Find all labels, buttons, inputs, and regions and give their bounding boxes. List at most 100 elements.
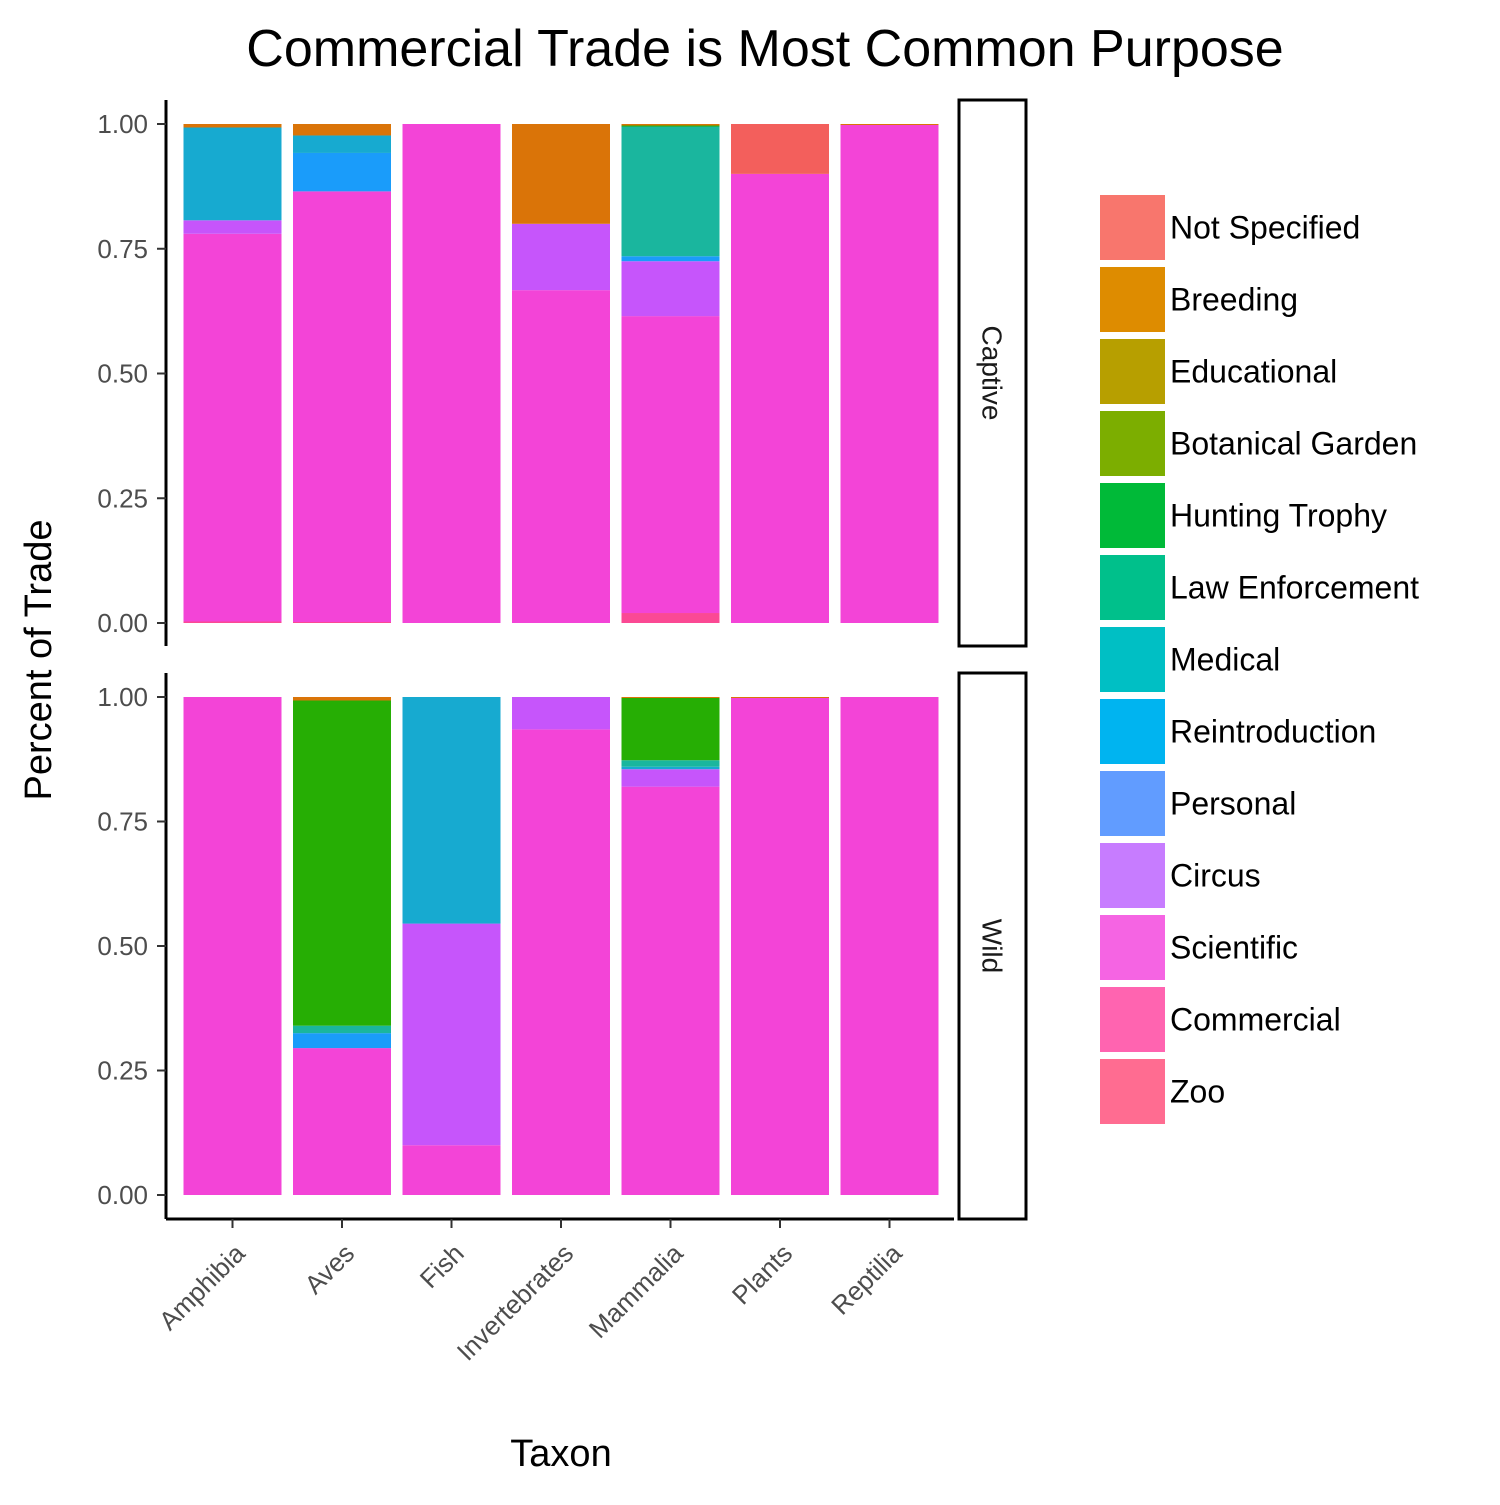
- bar-segment-medical: [621, 760, 720, 767]
- legend-item-law-enforcement: Law Enforcement: [1100, 555, 1419, 620]
- bar-segment-personal: [293, 152, 391, 192]
- bar-segment-commercial: [402, 124, 501, 623]
- facet-panel-captive: 0.00 0.25 0.50 0.75 1.00 Captive: [97, 98, 1028, 648]
- x-axis-title: Taxon: [510, 1433, 611, 1475]
- bar-invertebrates: [512, 124, 610, 623]
- bar-segment-medical: [621, 126, 720, 257]
- y-tick-label: 0.00: [97, 608, 148, 638]
- legend-item-hunting-trophy: Hunting Trophy: [1100, 483, 1387, 548]
- bar-reptilia: [840, 124, 939, 624]
- bar-fish: [402, 697, 501, 1195]
- bar-segment-commercial: [183, 697, 282, 1195]
- legend-item-zoo: Zoo: [1100, 1059, 1225, 1124]
- bar-segment-scientific: [183, 220, 282, 234]
- bar-segment-medical: [293, 1025, 391, 1034]
- bar-segment-breeding: [512, 124, 610, 224]
- bar-segment-commercial: [840, 124, 939, 624]
- bar-segment-commercial: [621, 786, 720, 1195]
- bar-aves: [293, 697, 391, 1195]
- bar-fish: [402, 124, 501, 623]
- legend: Not Specified Breeding Educational Botanica…: [1100, 195, 1419, 1124]
- legend-item-personal: Personal: [1100, 771, 1296, 836]
- legend-key: [1100, 987, 1165, 1052]
- bar-segment-commercial: [293, 191, 391, 623]
- legend-label: Botanical Garden: [1170, 426, 1417, 462]
- legend-item-reintroduction: Reintroduction: [1100, 699, 1376, 764]
- legend-key: [1100, 195, 1165, 260]
- legend-label: Educational: [1170, 354, 1337, 390]
- legend-item-botanical-garden: Botanical Garden: [1100, 411, 1417, 476]
- bar-segment-reintroduction: [621, 766, 720, 770]
- bar-segment-breeding: [731, 697, 829, 698]
- bar-plants: [731, 124, 829, 623]
- bar-segment-scientific: [621, 769, 720, 787]
- chart-title: Commercial Trade is Most Common Purpose: [246, 20, 1283, 78]
- legend-key: [1100, 555, 1165, 620]
- legend-key: [1100, 483, 1165, 548]
- y-tick-label: 0.25: [97, 483, 148, 513]
- bar-amphibia: [183, 124, 282, 623]
- bar-segment-commercial: [621, 316, 720, 614]
- legend-label: Hunting Trophy: [1170, 498, 1387, 534]
- legend-item-breeding: Breeding: [1100, 267, 1298, 332]
- bar-mammalia: [621, 697, 720, 1195]
- legend-label: Personal: [1170, 786, 1296, 822]
- bar-segment-zoo: [621, 613, 720, 623]
- facet-strip-label: Wild: [977, 919, 1008, 973]
- bar-segment-reintroduction: [402, 697, 501, 924]
- legend-item-scientific: Scientific: [1100, 915, 1298, 980]
- bar-segment-scientific: [512, 223, 610, 291]
- bar-segment-breeding: [840, 124, 939, 125]
- bar-reptilia: [840, 697, 939, 1195]
- legend-label: Scientific: [1170, 930, 1298, 966]
- bar-segment-breeding: [293, 697, 391, 701]
- bar-segment-personal: [621, 256, 720, 262]
- bar-segment-scientific: [402, 923, 501, 1146]
- legend-key: [1100, 267, 1165, 332]
- bar-segment-commercial: [402, 1145, 501, 1195]
- facets-layer: 0.000.250.500.751.00Captive0.000.250.500…: [97, 98, 1028, 1221]
- legend-key: [1100, 1059, 1165, 1124]
- legend-item-medical: Medical: [1100, 627, 1280, 692]
- x-tick-label: Fish: [414, 1238, 470, 1294]
- bar-segment-commercial: [731, 173, 829, 623]
- legend-label: Not Specified: [1170, 210, 1360, 246]
- bar-segment-breeding: [621, 697, 720, 698]
- legend-label: Circus: [1170, 858, 1261, 894]
- bar-plants: [731, 697, 829, 1195]
- bar-invertebrates: [512, 697, 610, 1195]
- legend-label: Medical: [1170, 642, 1280, 678]
- bar-segment-zoo: [293, 622, 391, 623]
- x-tick-label: Mammalia: [583, 1238, 689, 1344]
- bar-segment-zoo: [183, 621, 282, 623]
- bar-segment-breeding: [293, 124, 391, 136]
- y-tick-label: 0.50: [97, 359, 148, 389]
- legend-label: Commercial: [1170, 1002, 1341, 1038]
- bar-segment-hunting-trophy: [293, 700, 391, 1026]
- bar-segment-reintroduction: [183, 127, 282, 221]
- x-tick-label: Aves: [298, 1238, 360, 1300]
- bar-segment-commercial: [293, 1048, 391, 1195]
- bar-mammalia: [621, 124, 720, 623]
- legend-key: [1100, 411, 1165, 476]
- bar-segment-commercial: [731, 697, 829, 1195]
- bar-segment-hunting-trophy: [621, 697, 720, 761]
- legend-item-commercial: Commercial: [1100, 987, 1341, 1052]
- legend-item-not-specified: Not Specified: [1100, 195, 1360, 260]
- bar-segment-reintroduction: [293, 135, 391, 153]
- y-tick-label: 0.50: [97, 931, 148, 961]
- legend-key: [1100, 627, 1165, 692]
- bar-segment-scientific: [621, 261, 720, 317]
- facet-strip-label: Captive: [977, 326, 1008, 421]
- legend-label: Zoo: [1170, 1074, 1225, 1110]
- y-tick-label: 1.00: [97, 682, 148, 712]
- x-tick-label: Plants: [726, 1238, 798, 1310]
- bar-segment-commercial: [183, 233, 282, 622]
- legend-item-educational: Educational: [1100, 339, 1337, 404]
- bar-segment-breeding: [621, 124, 720, 126]
- bar-segment-personal: [293, 1033, 391, 1049]
- bar-amphibia: [183, 697, 282, 1195]
